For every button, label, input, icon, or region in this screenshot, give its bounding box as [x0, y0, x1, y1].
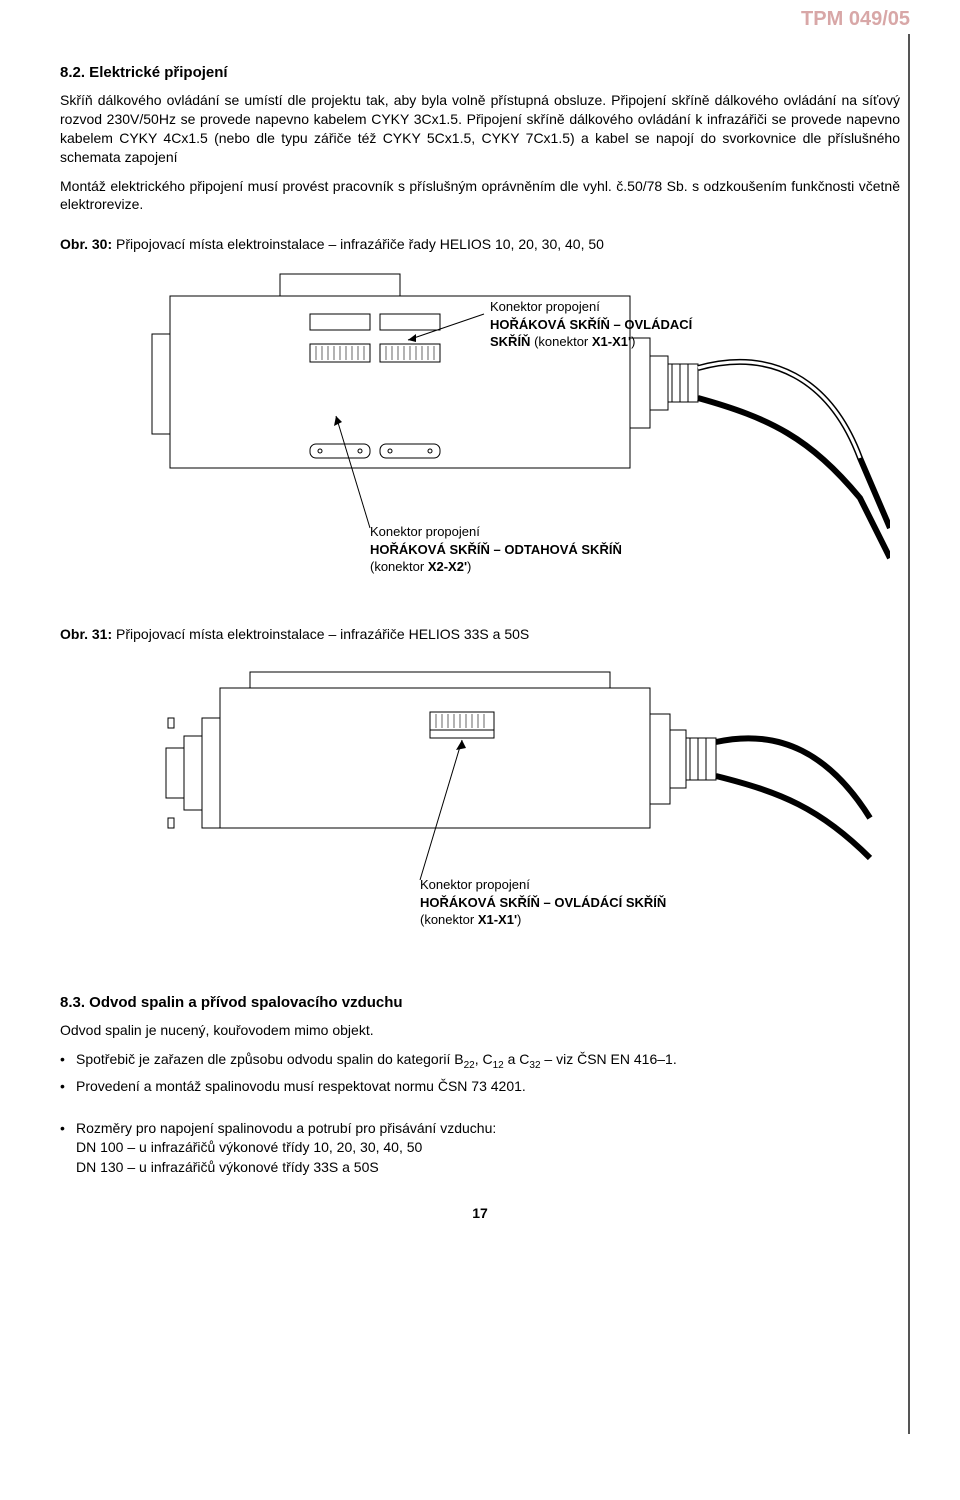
bullet-3: Rozměry pro napojení spalinovodu a potru… [60, 1119, 900, 1178]
fig31-callout-l1: Konektor propojení [420, 876, 780, 894]
fig30-callout1-l3a: SKŘÍŇ [490, 334, 530, 349]
fig30-callout2-l1: Konektor propojení [370, 523, 750, 541]
fig31-diagram: Konektor propojení HOŘÁKOVÁ SKŘÍŇ – OVLÁ… [60, 652, 900, 964]
bullet1-b: , C [475, 1051, 493, 1067]
fig30-callout1-l2: HOŘÁKOVÁ SKŘÍŇ – OVLÁDACÍ [490, 317, 692, 332]
fig30-diagram: Konektor propojení HOŘÁKOVÁ SKŘÍŇ – OVLÁ… [60, 262, 900, 604]
fig30-callout1-l1: Konektor propojení [490, 298, 790, 316]
bullet1-s1: 22 [464, 1060, 475, 1071]
doc-code: TPM 049/05 [801, 8, 910, 31]
bullet3-l2: DN 100 – u infrazářičů výkonové třídy 10… [76, 1139, 422, 1155]
fig30-callout1-l3d: ) [631, 334, 635, 349]
fig31-callout-l3c: ) [517, 912, 521, 927]
fig31-callout-l3b: X1-X1' [478, 912, 517, 927]
fig30-callout1-l3b: (konektor [530, 334, 591, 349]
fig31-callout-l2: HOŘÁKOVÁ SKŘÍŇ – OVLÁDÁCÍ SKŘÍŇ [420, 895, 666, 910]
section-8-3-bullets-2: Rozměry pro napojení spalinovodu a potru… [60, 1119, 900, 1178]
bullet1-s3: 32 [529, 1060, 540, 1071]
bullet3-l1: Rozměry pro napojení spalinovodu a potru… [76, 1120, 496, 1136]
fig30-callout1-l3c: X1-X1' [592, 334, 631, 349]
section-8-2-p2: Montáž elektrického připojení musí prové… [60, 177, 900, 215]
vertical-rule [908, 34, 910, 1434]
section-8-2-title: 8.2. Elektrické připojení [60, 64, 900, 81]
bullet1-d: – viz ČSN EN 416–1. [541, 1051, 677, 1067]
page-number: 17 [60, 1205, 900, 1221]
fig31-callout-l3a: (konektor [420, 912, 478, 927]
fig30-callout2-l3a: (konektor [370, 559, 428, 574]
bullet1-s2: 12 [493, 1060, 504, 1071]
bullet3-l3: DN 130 – u infrazářičů výkonové třídy 33… [76, 1159, 379, 1175]
bullet-2: Provedení a montáž spalinovodu musí resp… [60, 1077, 900, 1097]
bullet1-a: Spotřebič je zařazen dle způsobu odvodu … [76, 1051, 464, 1067]
fig30-caption-bold: Obr. 30: [60, 236, 112, 252]
fig30-callout2-l2: HOŘÁKOVÁ SKŘÍŇ – ODTAHOVÁ SKŘÍŇ [370, 542, 622, 557]
fig31-caption-rest: Připojovací místa elektroinstalace – inf… [112, 626, 529, 642]
fig30-callout2-l3b: X2-X2' [428, 559, 467, 574]
section-8-3-bullets: Spotřebič je zařazen dle způsobu odvodu … [60, 1050, 900, 1096]
section-8-3-p1: Odvod spalin je nucený, kouřovodem mimo … [60, 1021, 900, 1040]
fig30-caption: Obr. 30: Připojovací místa elektroinstal… [60, 236, 900, 252]
fig30-caption-rest: Připojovací místa elektroinstalace – inf… [112, 236, 604, 252]
fig30-callout2-l3c: ) [467, 559, 471, 574]
bullet-1: Spotřebič je zařazen dle způsobu odvodu … [60, 1050, 900, 1073]
section-8-2-p1: Skříň dálkového ovládání se umístí dle p… [60, 91, 900, 167]
section-8-3-title: 8.3. Odvod spalin a přívod spalovacího v… [60, 994, 900, 1011]
bullet1-c: a C [504, 1051, 530, 1067]
fig31-caption-bold: Obr. 31: [60, 626, 112, 642]
fig31-caption: Obr. 31: Připojovací místa elektroinstal… [60, 626, 900, 642]
